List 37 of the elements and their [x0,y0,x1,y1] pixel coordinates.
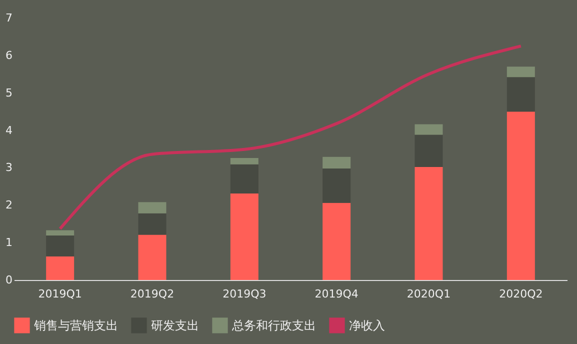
bar [138,213,166,235]
y-tick-label: 5 [6,86,12,100]
bar [414,166,443,280]
bar [322,168,351,203]
bar [230,164,258,194]
bar [46,235,74,256]
y-tick-label: 1 [6,236,12,250]
y-tick-label: 6 [6,48,12,62]
x-tick-label: 2020Q1 [406,288,451,300]
bar [230,194,258,280]
y-tick-label: 7 [6,12,12,24]
bar [46,230,74,236]
legend-label: 净收入 [349,318,385,332]
bar [506,66,535,78]
bar [414,134,443,167]
legend-label: 销售与营销支出 [33,318,118,332]
bar [506,77,535,112]
bar [138,202,166,214]
bar [322,156,351,168]
x-tick-label: 2019Q2 [130,288,174,300]
bar [506,112,535,280]
y-tick-label: 3 [6,161,12,174]
bar [138,234,166,280]
bar [322,202,351,280]
line-series [58,44,522,230]
bar [414,124,443,135]
x-tick-label: 2019Q3 [222,288,266,300]
legend-label: 总务和行政支出 [231,318,316,332]
x-tick-label: 2019Q4 [314,288,358,300]
y-tick-label: 2 [6,198,12,212]
x-tick-label: 2020Q2 [499,288,543,300]
bar [46,256,74,280]
bar [230,158,258,164]
legend-label: 研发支出 [151,318,199,332]
x-tick-label: 2019Q1 [38,288,82,300]
y-tick-label: 0 [6,274,12,286]
y-tick-label: 4 [6,124,12,137]
